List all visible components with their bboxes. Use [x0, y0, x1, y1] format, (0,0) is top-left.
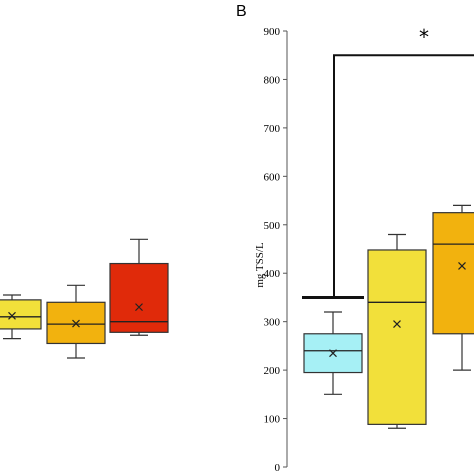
panel-b-mean-marker-1 — [329, 349, 337, 358]
panel-b-mean-stroke-b-3 — [458, 262, 466, 270]
panel-a-mean-stroke-b-2 — [72, 319, 80, 328]
panel-a — [0, 238, 169, 359]
significance-marker: * — [419, 25, 429, 49]
y-tick-label-500: 500 — [264, 220, 281, 232]
panel-b-mean-marker-3 — [458, 262, 466, 270]
panel-b: B mg TSS/L 0 100 200 300 400 500 600 700 800 900 * — [236, 3, 474, 474]
panel-a-mean-stroke-b-3 — [135, 303, 143, 312]
panel-b-box-3 — [432, 212, 474, 335]
panel-a-mean-stroke-b-1 — [8, 311, 16, 320]
y-tick-label-200: 200 — [264, 365, 281, 377]
panel-a-mean-marker-3 — [135, 303, 143, 312]
y-tick-label-100: 100 — [264, 414, 281, 426]
y-tick-label-0: 0 — [275, 462, 281, 474]
panel-b-mean-stroke-b-2 — [393, 320, 401, 329]
panel-b-mean-stroke-b-1 — [329, 349, 337, 358]
y-tick-label-900: 900 — [264, 26, 281, 38]
y-tick-label-700: 700 — [264, 123, 281, 135]
panel-a-box-1 — [0, 299, 42, 330]
panel-a-mean-marker-2 — [72, 319, 80, 328]
panel-b-label: B — [236, 3, 247, 20]
panel-b-mean-marker-2 — [393, 320, 401, 329]
y-tick-label-300: 300 — [264, 317, 281, 329]
panel-a-box-3 — [109, 262, 169, 333]
panel-a-mean-marker-1 — [8, 311, 16, 320]
y-tick-label-400: 400 — [264, 268, 281, 280]
y-axis-title: mg TSS/L — [254, 242, 266, 288]
y-tick-label-800: 800 — [264, 74, 281, 86]
panel-b-box-2 — [367, 249, 427, 425]
y-tick-label-600: 600 — [264, 171, 281, 183]
